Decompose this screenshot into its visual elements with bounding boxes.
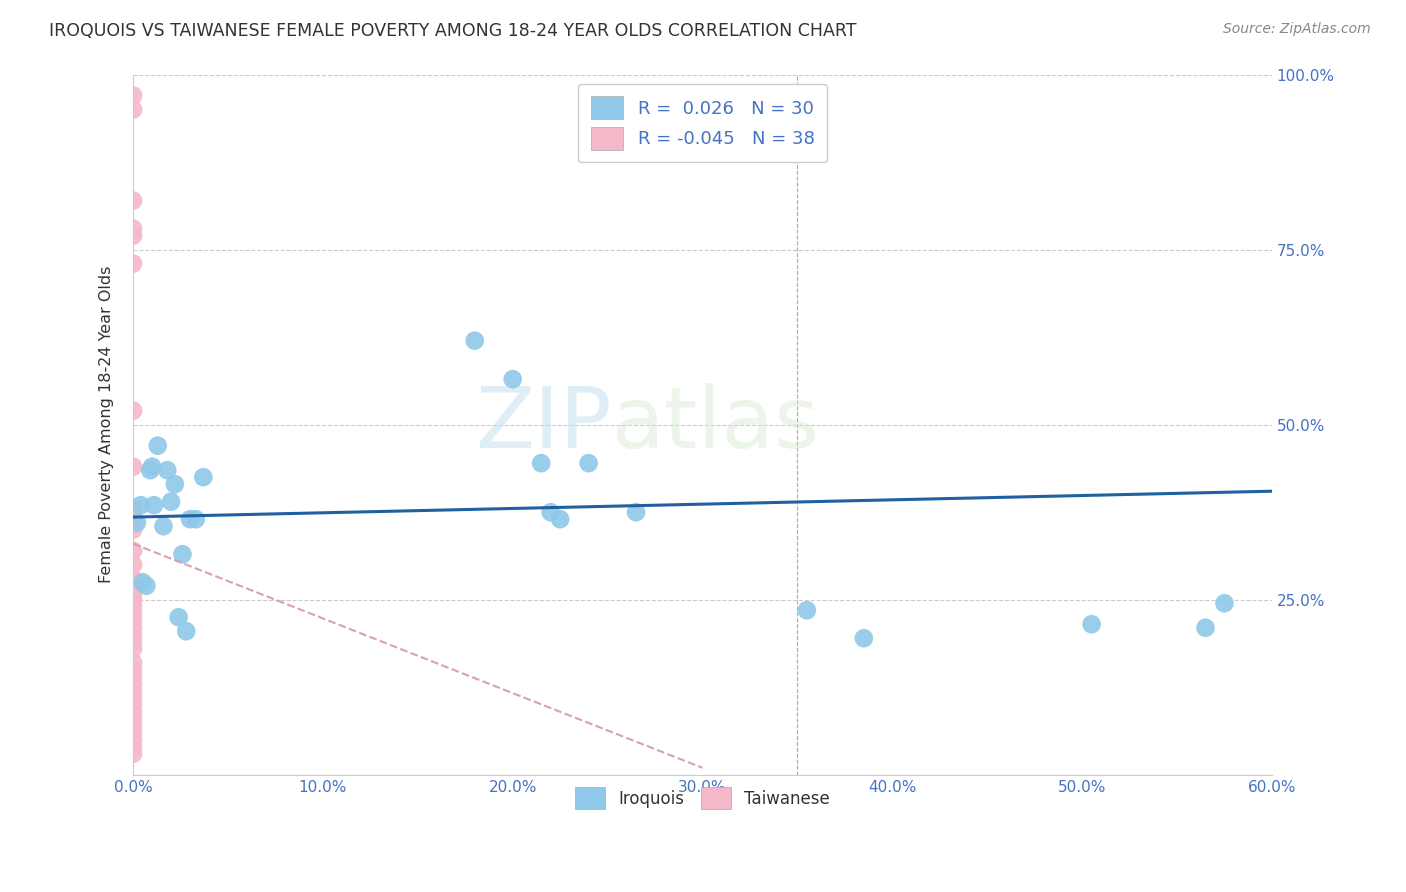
Point (796, 603, 818, 617)
Point (193, 470, 215, 484)
Point (163, 477, 186, 491)
Point (1080, 617, 1102, 632)
Y-axis label: Female Poverty Among 18-24 Year Olds: Female Poverty Among 18-24 Year Olds (100, 266, 114, 583)
Point (122, 726, 145, 740)
Point (122, 641, 145, 656)
Point (122, 677, 145, 691)
Point (624, 505, 647, 519)
Point (129, 498, 152, 512)
Point (122, 599, 145, 614)
Point (122, 572, 145, 586)
Point (143, 498, 166, 512)
Point (172, 547, 194, 561)
Point (131, 575, 153, 590)
Point (122, 579, 145, 593)
Point (122, 732, 145, 747)
Point (122, 508, 145, 523)
Point (122, 103, 145, 117)
Point (122, 712, 145, 726)
Point (122, 523, 145, 537)
Point (122, 501, 145, 516)
Point (1213, 596, 1236, 610)
Text: IROQUOIS VS TAIWANESE FEMALE POVERTY AMONG 18-24 YEAR OLDS CORRELATION CHART: IROQUOIS VS TAIWANESE FEMALE POVERTY AMO… (49, 22, 856, 40)
Point (167, 610, 190, 624)
Text: atlas: atlas (612, 384, 820, 467)
Point (141, 459, 163, 474)
Point (122, 228, 145, 243)
Point (122, 621, 145, 635)
Point (122, 683, 145, 698)
Point (122, 719, 145, 733)
Point (540, 505, 562, 519)
Point (122, 403, 145, 417)
Point (125, 516, 148, 530)
Point (122, 656, 145, 670)
Point (160, 494, 183, 508)
Point (122, 670, 145, 684)
Point (122, 747, 145, 761)
Point (122, 543, 145, 558)
Point (122, 194, 145, 208)
Point (122, 705, 145, 719)
Point (122, 459, 145, 474)
Point (122, 698, 145, 712)
Point (122, 257, 145, 271)
Point (852, 632, 875, 646)
Point (156, 463, 179, 477)
Legend: Iroquois, Taiwanese: Iroquois, Taiwanese (568, 780, 837, 815)
Point (139, 463, 162, 477)
Text: ZIP: ZIP (475, 384, 612, 467)
Point (1194, 621, 1216, 635)
Point (548, 512, 571, 526)
Point (122, 628, 145, 642)
Point (184, 512, 207, 526)
Point (122, 739, 145, 754)
Point (152, 519, 174, 533)
Point (530, 456, 553, 470)
Point (146, 439, 169, 453)
Point (578, 456, 600, 470)
Text: Source: ZipAtlas.com: Source: ZipAtlas.com (1223, 22, 1371, 37)
Point (122, 634, 145, 648)
Point (122, 690, 145, 705)
Point (464, 334, 486, 348)
Point (122, 614, 145, 628)
Point (122, 586, 145, 600)
Point (174, 624, 197, 639)
Point (122, 607, 145, 621)
Point (122, 221, 145, 235)
Point (135, 579, 157, 593)
Point (122, 663, 145, 677)
Point (502, 372, 524, 386)
Point (122, 592, 145, 607)
Point (122, 558, 145, 572)
Point (122, 88, 145, 103)
Point (179, 512, 201, 526)
